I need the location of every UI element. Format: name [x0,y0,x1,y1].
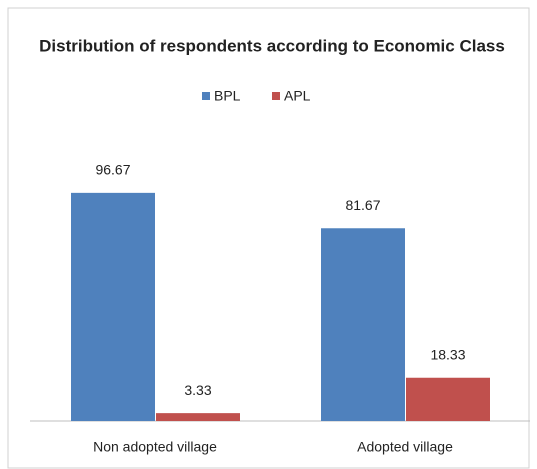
data-label: 18.33 [430,346,465,362]
legend-swatch [272,92,280,100]
data-label: 96.67 [95,162,130,178]
data-label: 81.67 [345,197,380,213]
data-label: 3.33 [184,382,211,398]
legend-swatch [202,92,210,100]
bar [321,228,405,421]
legend-label: BPL [214,88,241,104]
legend-label: APL [284,88,311,104]
bar [71,192,155,421]
bar [156,413,240,421]
chart-title: Distribution of respondents according to… [39,36,505,55]
x-tick-label: Non adopted village [93,439,217,455]
x-tick-label: Adopted village [357,439,453,455]
bar [406,377,490,421]
